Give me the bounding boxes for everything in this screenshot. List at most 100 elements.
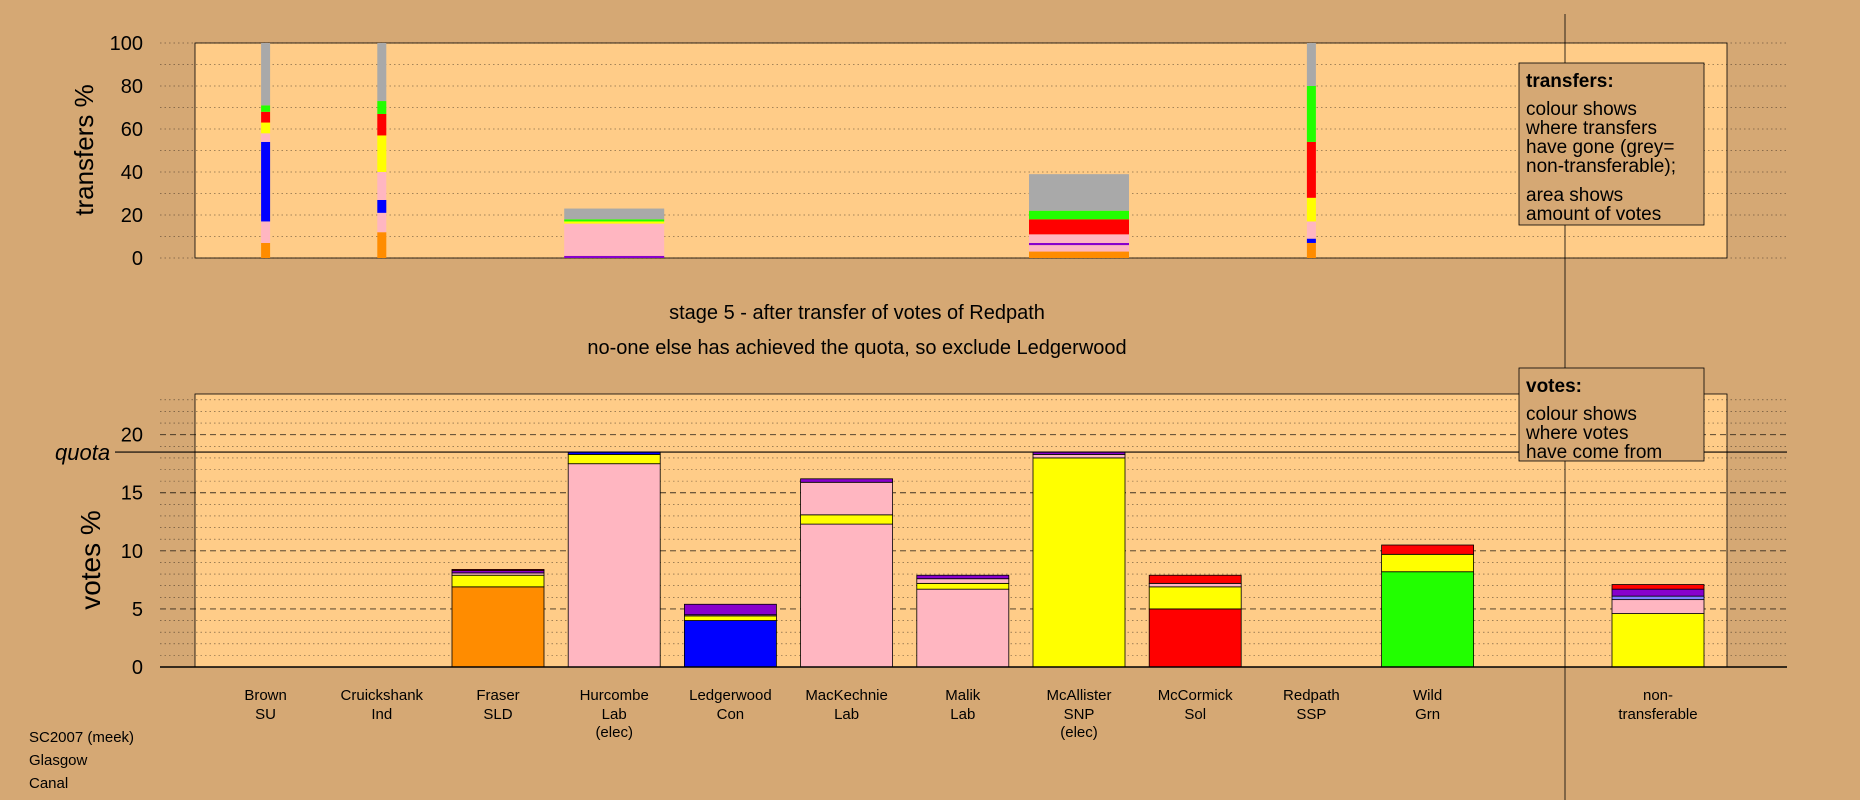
vote-segment	[1032, 454, 1126, 459]
vote-segment	[916, 582, 1010, 590]
vote-bar-mcallister	[1032, 451, 1126, 668]
non-transferable-label: transferable	[1618, 706, 1697, 723]
vote-segment	[1148, 608, 1242, 668]
candidate-name-label: Brown	[244, 687, 287, 704]
transfers-panel: 0 20 40 60 80 100 transfers %	[69, 33, 1787, 270]
candidate-party-label: SU	[255, 706, 276, 723]
transfer-segment	[261, 111, 271, 123]
transfers-y-axis-label: transfers %	[69, 84, 99, 216]
vote-segment	[916, 588, 1010, 668]
votes-y-tick-label: 0	[132, 657, 143, 679]
vote-bar-fraser	[451, 569, 545, 668]
legend-box	[1518, 62, 1705, 226]
candidate-party-label: Con	[717, 706, 745, 723]
vote-segment	[1611, 584, 1705, 590]
transfer-segment	[1306, 238, 1316, 243]
candidate-party-label: SSP	[1296, 706, 1326, 723]
legend-line: area shows	[1526, 185, 1623, 206]
footer-line-2: Glasgow	[29, 752, 88, 769]
transfer-segment	[1029, 210, 1129, 220]
transfer-segment	[377, 212, 387, 233]
transfer-segment	[1306, 86, 1316, 142]
candidate-name-label: Redpath	[1283, 687, 1340, 704]
legend-box	[1518, 367, 1705, 462]
vote-bar-malik	[916, 574, 1010, 668]
transfer-segment	[1029, 174, 1129, 211]
transfer-segment	[1306, 141, 1316, 198]
candidate-party-label: Ind	[371, 706, 392, 723]
transfer-segment	[377, 172, 387, 200]
transfer-segment	[1306, 221, 1316, 239]
vote-segment	[800, 478, 893, 483]
legend-line: colour shows	[1526, 99, 1637, 120]
candidate-party-label: SNP	[1064, 706, 1095, 723]
votes-panel: 0 5 10 15 20 votes % Brown SU Cruickshank Ind Fras…	[55, 393, 1787, 741]
vote-segment	[800, 523, 893, 668]
vote-bar-wild	[1381, 544, 1474, 668]
non-transferable-label: non-	[1643, 687, 1673, 704]
transfers-y-tick-label: 60	[121, 119, 143, 141]
vote-segment	[451, 574, 545, 588]
vote-bar-mackechnie	[800, 478, 893, 668]
transfer-segment	[1029, 234, 1129, 243]
quota-label: quota	[55, 440, 110, 465]
candidate-party-label: Lab	[602, 706, 627, 723]
transfer-segment	[377, 101, 387, 114]
transfer-segment	[261, 221, 271, 243]
vote-segment	[567, 454, 661, 465]
vote-segment	[1381, 544, 1474, 555]
transfers-y-tick-label: 80	[121, 76, 143, 98]
caption-line-1: stage 5 - after transfer of votes of Red…	[669, 302, 1045, 324]
footer-line-3: Canal	[29, 775, 68, 792]
vote-segment	[1381, 553, 1474, 573]
transfer-segment	[377, 113, 387, 136]
candidate-party-label: Grn	[1415, 706, 1440, 723]
candidate-status-label: (elec)	[595, 724, 633, 741]
legend-line: have come from	[1526, 442, 1662, 463]
transfer-segment	[1029, 219, 1129, 235]
transfer-segment	[1306, 43, 1316, 86]
transfers-y-tick-label: 0	[132, 248, 143, 270]
vote-segment	[1611, 595, 1705, 601]
transfer-bar-hurcombe	[564, 208, 665, 258]
votes-y-tick-label: 5	[132, 599, 143, 621]
transfer-segment	[261, 133, 271, 142]
transfers-y-tick-label: 40	[121, 162, 143, 184]
transfer-segment	[261, 43, 271, 106]
legend-line: non-transferable);	[1526, 156, 1676, 177]
vote-segment	[1611, 588, 1705, 597]
vote-segment	[1032, 457, 1126, 668]
transfer-segment	[377, 135, 387, 172]
transfer-segment	[261, 242, 271, 258]
transfers-y-tick-label: 20	[121, 205, 143, 227]
transfer-segment	[1029, 245, 1129, 252]
candidate-party-label: Lab	[834, 706, 859, 723]
vote-segment	[1148, 586, 1242, 610]
vote-segment	[800, 481, 893, 516]
transfer-segment	[564, 208, 665, 220]
candidate-name-label: Hurcombe	[580, 687, 649, 704]
transfers-y-tick-label: 100	[110, 33, 143, 55]
transfer-segment	[377, 232, 387, 258]
vote-segment	[1148, 574, 1242, 584]
vote-segment	[916, 578, 1010, 584]
vote-segment	[1611, 613, 1705, 668]
transfer-segment	[564, 219, 665, 222]
votes-y-tick-label: 15	[121, 483, 143, 505]
vote-segment	[684, 620, 777, 668]
candidate-party-label: Sol	[1184, 706, 1206, 723]
caption-line-2: no-one else has achieved the quota, so e…	[587, 337, 1126, 359]
vote-segment	[684, 603, 777, 616]
votes-y-tick-label: 20	[121, 425, 143, 447]
votes-y-tick-label: 10	[121, 541, 143, 563]
candidate-name-label: McCormick	[1158, 687, 1233, 704]
candidate-name-label: Wild	[1413, 687, 1442, 704]
vote-segment	[451, 569, 545, 571]
candidate-name-label: McAllister	[1046, 687, 1111, 704]
candidate-name-label: Cruickshank	[341, 687, 424, 704]
transfer-segment	[564, 255, 665, 258]
